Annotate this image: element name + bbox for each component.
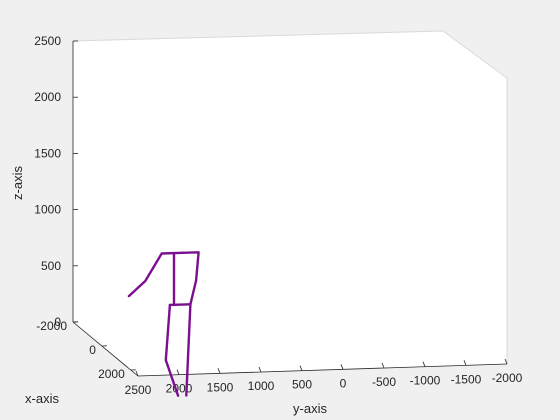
series-line-segment <box>127 251 184 298</box>
x-tick-label: 0 <box>89 343 96 357</box>
z-tick-label: 2500 <box>34 34 61 48</box>
series-line-segment <box>164 303 180 397</box>
y-tick-label: -500 <box>372 375 396 389</box>
y-tick <box>135 370 139 377</box>
y-tick <box>422 361 426 367</box>
y-tick <box>217 368 221 374</box>
z-tick-label: 2000 <box>34 90 61 104</box>
x-axis-label: x-axis <box>25 391 59 406</box>
z-tick-label: 500 <box>41 259 61 273</box>
y-axis-line <box>137 363 508 377</box>
series-line-segment <box>185 303 192 397</box>
series-line-segment <box>168 303 192 307</box>
z-tick-label: 1500 <box>34 146 61 160</box>
z-tick-label: 1000 <box>34 203 61 217</box>
y-tick-label: 2500 <box>125 383 152 397</box>
y-tick-label: 0 <box>340 376 347 390</box>
y-axis-label: y-axis <box>293 401 327 416</box>
plot-wall-back <box>73 31 507 376</box>
y-tick-label: 500 <box>292 378 312 392</box>
axis-ticks <box>72 40 508 377</box>
y-tick <box>340 364 344 370</box>
y-tick-label: 1000 <box>248 379 275 393</box>
y-tick <box>258 366 262 373</box>
y-tick-label: -1500 <box>451 372 482 386</box>
series-line-segment <box>180 251 200 306</box>
y-tick <box>176 369 180 375</box>
y-tick <box>299 365 303 371</box>
z-axis-label: z-axis <box>10 166 25 200</box>
y-tick-label: -1000 <box>410 374 441 388</box>
y-tick-label: 2000 <box>166 382 193 396</box>
x-tick-label: 2000 <box>98 367 125 381</box>
series-layer <box>127 251 200 397</box>
y-tick-label: 1500 <box>207 380 234 394</box>
x-tick-label: -2000 <box>36 319 67 333</box>
y-tick-label: -2000 <box>492 371 523 385</box>
y-tick <box>504 358 508 365</box>
y-tick <box>463 360 467 366</box>
y-tick <box>381 362 385 369</box>
box-edge-top <box>72 30 508 79</box>
z-tick-label: 0 <box>54 315 61 329</box>
x-axis-line <box>72 321 139 377</box>
